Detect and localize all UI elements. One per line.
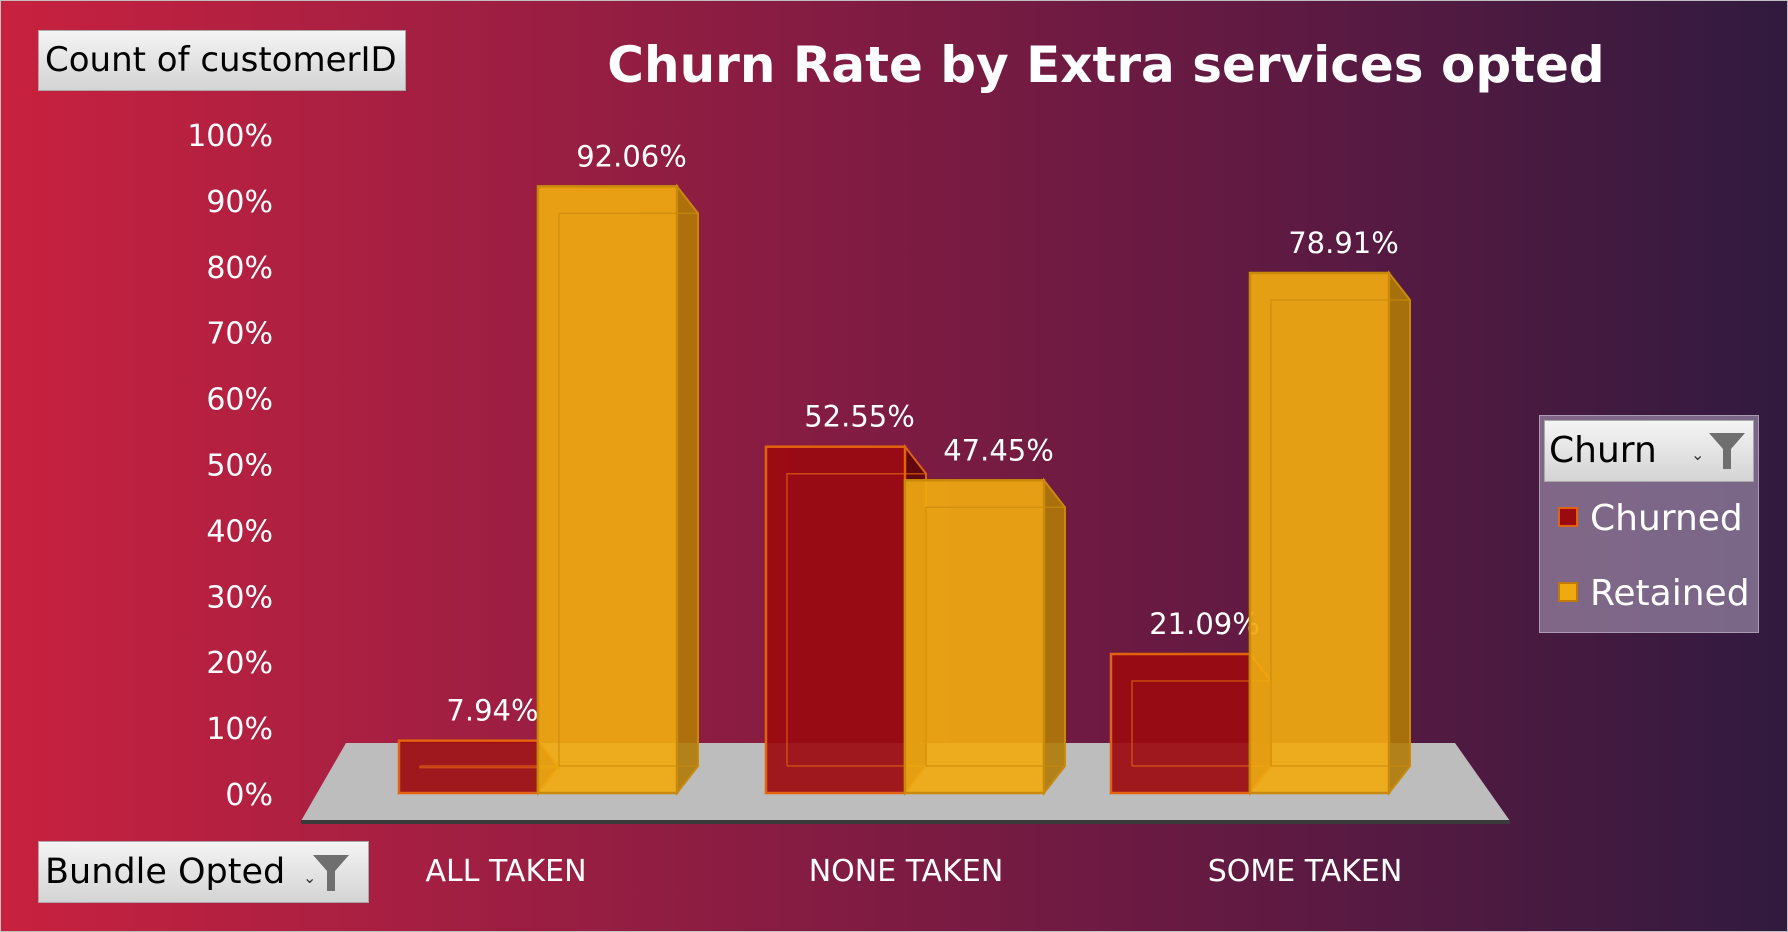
data-label: 21.09% <box>1149 607 1260 641</box>
y-tick-label: 60% <box>206 383 273 418</box>
axis-field-button[interactable]: Bundle Opted ⌄ <box>38 841 369 903</box>
bar-churned-all-taken[interactable]: 7.94% <box>397 694 560 796</box>
legend-label-churned: Churned <box>1590 498 1743 539</box>
legend-label-retained: Retained <box>1590 573 1750 614</box>
y-tick-label: 0% <box>225 778 273 813</box>
bar-inner-edge <box>1270 299 1410 766</box>
bar-front <box>903 479 1046 795</box>
dropdown-caret-icon: ⌄ <box>1691 445 1705 464</box>
data-label: 52.55% <box>804 400 915 434</box>
bar-front <box>764 445 907 795</box>
bar-retained-all-taken[interactable]: 92.06% <box>536 139 699 796</box>
x-category-label: NONE TAKEN <box>809 854 1004 889</box>
legend-swatch-retained <box>1558 582 1578 602</box>
y-tick-label: 80% <box>206 251 273 286</box>
legend-field-label: Churn <box>1549 430 1657 471</box>
y-tick-label: 100% <box>187 119 273 154</box>
y-tick-label: 70% <box>206 317 273 352</box>
bar-side <box>1043 477 1066 796</box>
value-field-label: Count of customerID <box>45 40 397 80</box>
bar-inner-edge <box>558 212 698 766</box>
legend-item-retained[interactable]: Retained <box>1558 573 1750 614</box>
legend-field-button[interactable]: Churn ⌄ <box>1544 420 1754 482</box>
y-tick-label: 90% <box>206 185 273 220</box>
bar-inner-edge <box>786 472 926 766</box>
y-tick-label: 40% <box>206 514 273 549</box>
y-tick-label: 10% <box>206 712 273 747</box>
axis-field-label: Bundle Opted <box>45 852 286 892</box>
bar-churned-none-taken[interactable]: 52.55% <box>764 400 927 796</box>
filter-funnel-icon <box>313 855 349 891</box>
legend: Churn ⌄ Churned Retained <box>1539 415 1759 633</box>
data-label: 7.94% <box>446 694 538 728</box>
value-field-button[interactable]: Count of customerID <box>38 30 406 91</box>
bar-inner-edge <box>925 506 1065 766</box>
chart-title: Churn Rate by Extra services opted <box>607 36 1605 94</box>
y-tick-label: 20% <box>206 646 273 681</box>
legend-swatch-churned <box>1558 507 1578 527</box>
x-category-label: ALL TAKEN <box>425 854 586 889</box>
bar-side <box>1388 270 1411 796</box>
bar-front <box>397 739 540 795</box>
data-label: 92.06% <box>576 139 687 173</box>
bar-inner-edge <box>1131 680 1271 766</box>
dropdown-caret-icon: ⌄ <box>303 868 317 887</box>
bar-front <box>1248 271 1391 795</box>
bar-side <box>676 183 699 796</box>
y-tick-label: 30% <box>206 580 273 615</box>
bar-retained-none-taken[interactable]: 47.45% <box>903 433 1066 796</box>
bar-front <box>1109 652 1252 795</box>
x-axis: ALL TAKEN NONE TAKEN SOME TAKEN <box>425 854 1402 889</box>
data-label: 78.91% <box>1288 226 1399 260</box>
y-axis: 0% 10% 20% 30% 40% 50% 60% 70% 80% 90% 100% <box>187 119 273 813</box>
data-label: 47.45% <box>943 433 1054 467</box>
bar-front <box>536 185 679 795</box>
bars-group: 7.94% 92.06% 52.55% 47.45% 21.09% 78.91% <box>397 139 1411 796</box>
bar-retained-some-taken[interactable]: 78.91% <box>1248 226 1411 796</box>
y-tick-label: 50% <box>206 449 273 484</box>
x-category-label: SOME TAKEN <box>1208 854 1403 889</box>
bar-churned-some-taken[interactable]: 21.09% <box>1109 607 1272 796</box>
filter-funnel-icon <box>1709 433 1745 469</box>
legend-item-churned[interactable]: Churned <box>1558 498 1743 539</box>
